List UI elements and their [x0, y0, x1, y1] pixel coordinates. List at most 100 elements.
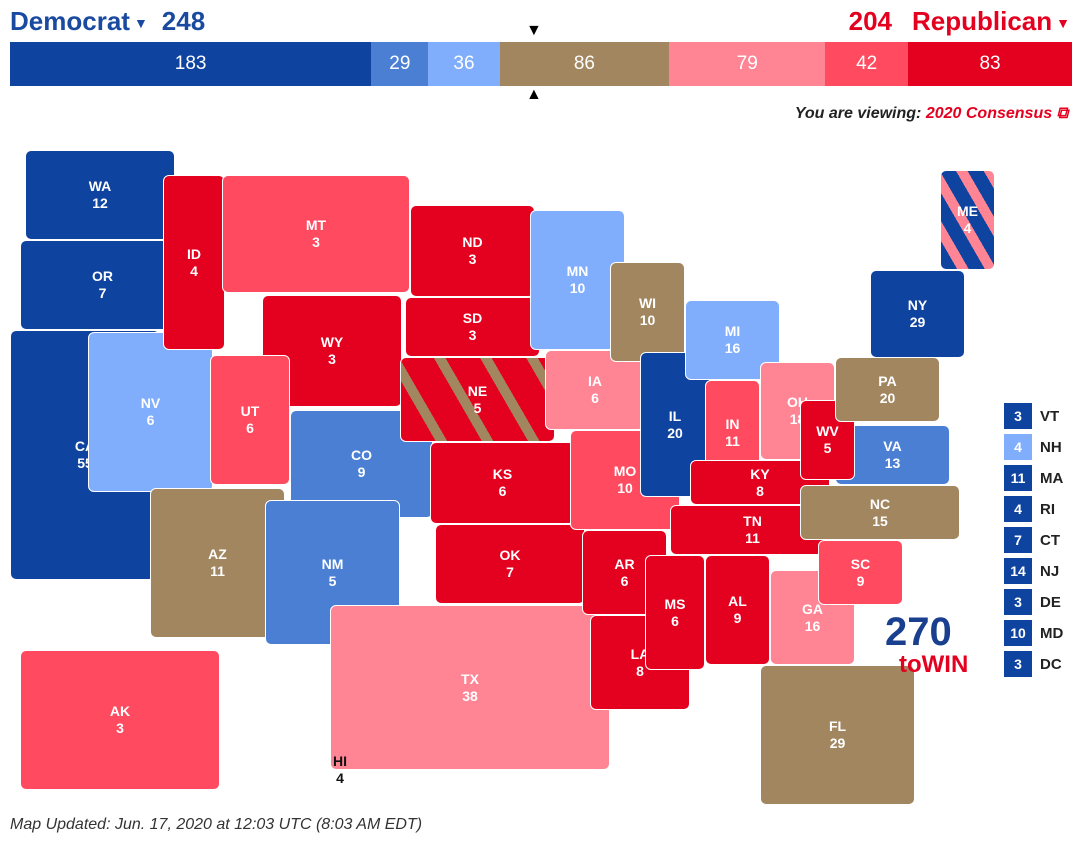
state-abbr: NC: [869, 495, 891, 512]
state-abbr: NY: [907, 297, 928, 313]
small-state-abbr: DC: [1040, 655, 1062, 673]
small-state-ev[interactable]: 4: [1004, 434, 1032, 460]
state-abbr: IA: [588, 373, 602, 389]
map-updated-footer: Map Updated: Jun. 17, 2020 at 12:03 UTC …: [10, 816, 423, 833]
democrat-label[interactable]: Democrat: [10, 6, 130, 36]
bar-segment-tossup: 86: [499, 42, 670, 86]
small-state-abbr: MD: [1040, 624, 1064, 642]
state-abbr: IL: [668, 407, 682, 424]
state-wv[interactable]: WV 5: [800, 400, 855, 480]
viewing-info: You are viewing: 2020 Consensus ⧉: [795, 105, 1068, 123]
state-ev: 10: [569, 280, 586, 296]
midpoint-marker-down-icon: ▼: [526, 22, 542, 39]
state-ev: 5: [473, 399, 482, 416]
state-or[interactable]: OR 7: [20, 240, 185, 330]
state-nv[interactable]: NV 6: [88, 332, 213, 492]
state-abbr: VA: [883, 438, 902, 454]
state-ev: 5: [328, 572, 337, 589]
state-ev: 6: [620, 572, 629, 589]
state-ok[interactable]: OK 7: [435, 524, 585, 604]
bar-segment-lean-d: 36: [428, 42, 500, 86]
state-abbr: AR: [614, 555, 635, 572]
small-state-dc[interactable]: 3 DC: [1004, 651, 1062, 677]
state-ev: 38: [462, 687, 478, 704]
state-ev: 3: [468, 251, 477, 267]
small-state-abbr: NJ: [1040, 562, 1060, 580]
state-az[interactable]: AZ 11: [150, 488, 285, 638]
small-state-ri[interactable]: 4 RI: [1004, 496, 1055, 522]
state-ev: 13: [884, 455, 901, 471]
state-al[interactable]: AL 9: [705, 555, 770, 665]
small-state-vt[interactable]: 3 VT: [1004, 403, 1059, 429]
small-state-ma[interactable]: 11 MA: [1004, 465, 1063, 491]
republican-label[interactable]: Republican: [912, 6, 1053, 36]
small-state-ev[interactable]: 14: [1004, 558, 1032, 584]
state-ev: 7: [506, 564, 514, 580]
small-state-ev[interactable]: 3: [1004, 651, 1032, 677]
small-state-ev[interactable]: 10: [1004, 620, 1032, 646]
state-sd[interactable]: SD 3: [405, 297, 540, 357]
state-id[interactable]: ID 4: [163, 175, 225, 350]
state-abbr: MI: [724, 323, 741, 339]
small-state-ct[interactable]: 7 CT: [1004, 527, 1060, 553]
small-state-ev[interactable]: 7: [1004, 527, 1032, 553]
bar-segment-safe-d: 183: [10, 42, 372, 86]
state-pa[interactable]: PA 20: [835, 357, 940, 422]
state-abbr: ND: [462, 234, 483, 250]
small-state-abbr: VT: [1040, 407, 1060, 425]
state-ks[interactable]: KS 6: [430, 442, 575, 524]
state-hi[interactable]: HI 4: [290, 735, 390, 805]
state-ia[interactable]: IA 6: [545, 350, 645, 430]
state-abbr: IN: [725, 415, 740, 432]
small-state-ev[interactable]: 11: [1004, 465, 1032, 491]
democrat-header[interactable]: Democrat ▼ 248: [10, 6, 205, 37]
state-ny[interactable]: NY 29: [870, 270, 965, 358]
small-state-md[interactable]: 10 MD: [1004, 620, 1063, 646]
state-me[interactable]: ME 4: [940, 170, 995, 270]
external-link-icon[interactable]: ⧉: [1056, 105, 1068, 122]
small-state-abbr: DE: [1040, 593, 1061, 611]
state-abbr: MT: [305, 217, 327, 233]
caret-down-icon[interactable]: ▼: [133, 15, 148, 32]
logo-number: 270: [885, 610, 952, 654]
small-state-abbr: NH: [1040, 438, 1062, 456]
small-state-nh[interactable]: 4 NH: [1004, 434, 1062, 460]
small-state-ev[interactable]: 3: [1004, 403, 1032, 429]
state-abbr: UT: [240, 403, 260, 419]
small-state-de[interactable]: 3 DE: [1004, 589, 1061, 615]
state-mn[interactable]: MN 10: [530, 210, 625, 350]
state-ak[interactable]: AK 3: [20, 650, 220, 790]
state-nd[interactable]: ND 3: [410, 205, 535, 297]
state-abbr: TX: [461, 670, 479, 687]
state-nc[interactable]: NC 15: [800, 485, 960, 540]
state-ev: 6: [246, 420, 254, 436]
state-ev: 15: [872, 512, 888, 529]
republican-header[interactable]: 204 Republican ▼: [849, 6, 1070, 37]
state-wa[interactable]: WA 12: [25, 150, 175, 240]
state-fl[interactable]: FL 29: [760, 665, 915, 805]
midpoint-marker-up-icon: ▲: [526, 86, 542, 103]
state-abbr: WY: [320, 334, 344, 350]
state-ev: 10: [617, 480, 633, 496]
state-ev: 7: [98, 285, 107, 301]
state-ms[interactable]: MS 6: [645, 555, 705, 670]
state-ne[interactable]: NE 5: [400, 357, 555, 442]
caret-down-icon[interactable]: ▼: [1056, 15, 1070, 32]
state-ev: 16: [724, 340, 741, 356]
state-wi[interactable]: WI 10: [610, 262, 685, 362]
state-tx[interactable]: TX 38: [330, 605, 610, 770]
map-name-link[interactable]: 2020 Consensus ⧉: [926, 105, 1068, 122]
small-state-ev[interactable]: 4: [1004, 496, 1032, 522]
bar-segment-safe-r: 83: [908, 42, 1072, 86]
map-name[interactable]: 2020 Consensus: [925, 105, 1053, 122]
electoral-vote-bar: 183 29 36 86 79 42 83: [10, 42, 1072, 86]
state-ut[interactable]: UT 6: [210, 355, 290, 485]
small-state-nj[interactable]: 14 NJ: [1004, 558, 1059, 584]
state-ev: 6: [146, 412, 155, 428]
state-sc[interactable]: SC 9: [818, 540, 903, 605]
republican-total: 204: [848, 6, 892, 36]
small-state-ev[interactable]: 3: [1004, 589, 1032, 615]
state-mt[interactable]: MT 3: [222, 175, 410, 293]
state-wy[interactable]: WY 3: [262, 295, 402, 407]
small-state-abbr: CT: [1040, 531, 1060, 549]
